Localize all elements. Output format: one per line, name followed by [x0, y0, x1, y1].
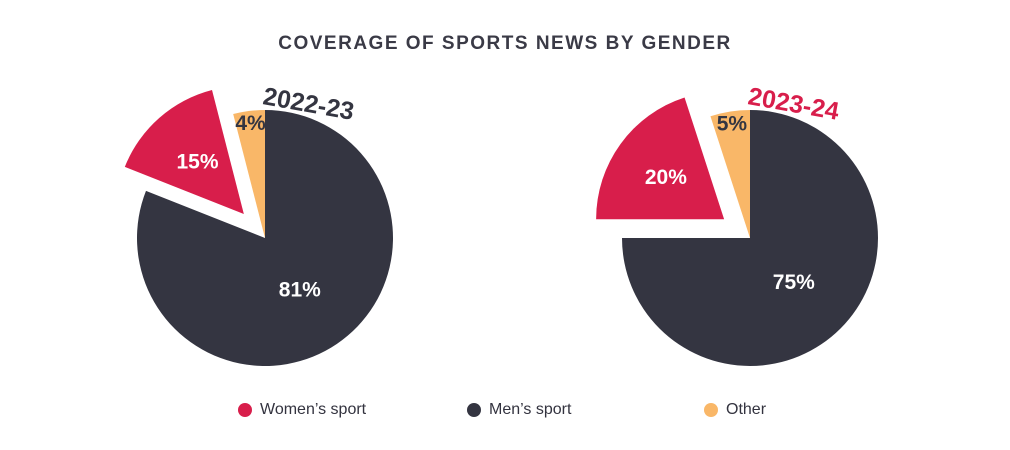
slice-label-other: 4% — [235, 112, 266, 135]
legend-swatch-mens — [467, 403, 481, 417]
legend-label-womens: Women’s sport — [260, 401, 367, 418]
chart-title: COVERAGE OF SPORTS NEWS BY GENDER — [278, 33, 732, 54]
slice-label-women-s-sport: 20% — [645, 166, 687, 189]
legend-label-mens: Men’s sport — [489, 401, 572, 418]
legend-item-womens: Women’s sport — [238, 398, 366, 422]
pie-slice-women-s-sport — [124, 90, 244, 214]
pie-chart-2022-23: 81%15%4%2022-23 — [124, 82, 394, 366]
legend-swatch-womens — [238, 403, 252, 417]
slice-label-men-s-sport: 81% — [279, 278, 321, 301]
pie-slice-other — [233, 110, 265, 238]
pie-slice-other — [710, 110, 750, 238]
legend-item-other: Other — [704, 398, 766, 422]
pie-chart-2023-24: 75%20%5%2023-24 — [596, 82, 878, 366]
legend-swatch-other — [704, 403, 718, 417]
slice-label-other: 5% — [717, 112, 748, 135]
pie-slice-women-s-sport — [596, 97, 725, 220]
legend: Women’s sport Men’s sport Other — [0, 398, 1010, 422]
pie-slice-men-s-sport — [137, 110, 394, 366]
legend-label-other: Other — [726, 401, 767, 418]
legend-item-mens: Men’s sport — [467, 398, 571, 422]
slice-label-women-s-sport: 15% — [176, 151, 218, 174]
slice-label-men-s-sport: 75% — [773, 271, 815, 294]
